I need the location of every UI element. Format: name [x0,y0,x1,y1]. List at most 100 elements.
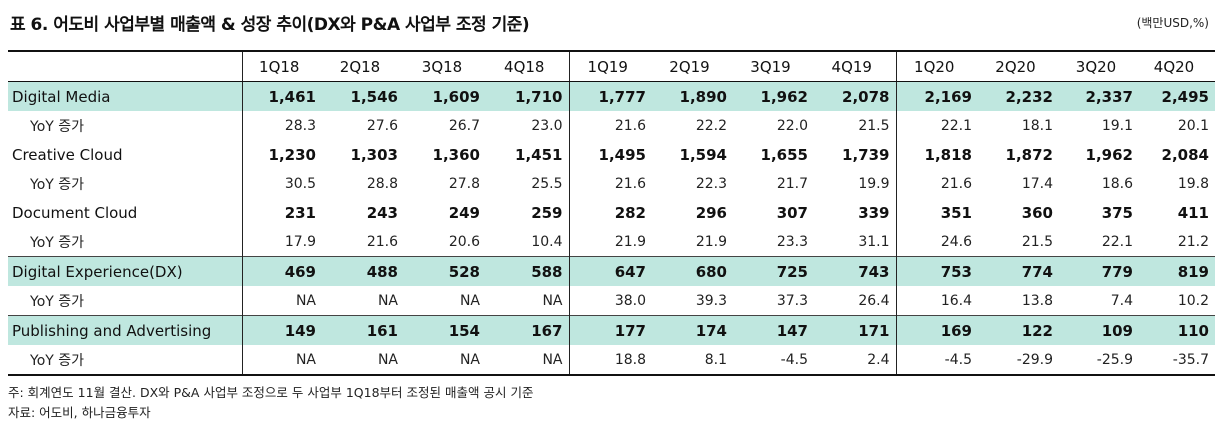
note-fiscal: 주: 회계연도 11월 결산. DX와 P&A 사업부 조정으로 두 사업부 1… [8,385,534,400]
value-cell: -4.5 [733,345,814,376]
value-cell: 109 [1059,315,1139,345]
value-cell: 16.4 [895,286,978,316]
row-label: Digital Media [8,81,243,111]
value-cell: NA [295,292,316,309]
value-cell: 21.5 [1021,233,1053,250]
value-cell: 1,710 [486,81,569,111]
value-cell: 39.3 [695,292,727,309]
value-cell: NA [404,345,486,376]
value-cell: 296 [695,203,727,222]
value-cell: 1,495 [568,140,652,169]
value-cell: 2,169 [895,81,978,111]
value-cell: 18.8 [568,345,652,376]
value-cell: 147 [733,315,814,345]
segment-row: Publishing and Advertising 149 161 154 167 17… [8,315,1215,345]
value-cell: NA [459,292,480,309]
value-cell: 167 [486,315,569,345]
yoy-row: YoY 증가 30.5 28.8 27.8 25.5 21.6 22.3 21.7 19.9 21… [8,169,1215,198]
value-cell: 1,818 [895,140,978,169]
value-cell: 1,872 [1005,145,1053,164]
value-cell: 13.8 [1021,292,1053,309]
value-cell: 588 [486,256,569,286]
value-cell: 774 [978,256,1059,286]
segment-row: Creative Cloud 1,230 1,303 1,360 1,451 1,495 1… [8,140,1215,169]
value-cell: 21.6 [568,169,652,198]
value-cell: 1,461 [242,81,322,111]
value-cell: 743 [814,256,896,286]
col-header: 3Q20 [1059,50,1139,82]
revenue-table: 1Q18 2Q18 3Q18 4Q18 1Q19 2Q19 3Q19 4Q19 … [8,50,1215,376]
col-header: 2Q19 [652,50,733,82]
value-cell: 149 [242,315,322,345]
value-cell: 154 [404,315,486,345]
row-label: YoY 증가 [8,345,243,376]
value-cell: -29.9 [978,345,1059,376]
row-label: Document Cloud [8,198,243,227]
value-cell: 779 [1059,256,1139,286]
row-label: Creative Cloud [8,140,243,169]
col-header: 1Q20 [895,50,978,82]
yoy-row: YoY 증가 NA NA NA NA 38.0 39.3 37.3 26.4 16.4 13.8 7.… [8,286,1215,316]
note-source: 자료: 어도비, 하나금융투자 [8,405,151,420]
value-cell: 26.7 [448,117,480,134]
value-cell: 528 [404,256,486,286]
value-cell: NA [322,345,404,376]
unit-label: (백만USD,%) [1136,16,1209,30]
value-cell: 21.6 [895,169,978,198]
col-header: 4Q19 [814,50,896,82]
value-cell: 1,890 [652,81,733,111]
value-cell: 28.8 [366,175,398,192]
value-cell: 2.4 [814,345,896,376]
value-cell: 25.5 [531,175,563,192]
value-cell: 307 [776,203,808,222]
value-cell: 171 [814,315,896,345]
value-cell: 1,655 [760,145,808,164]
value-cell: 469 [242,256,322,286]
value-cell: 30.5 [284,175,316,192]
value-cell: 20.1 [1177,117,1209,134]
yoy-row: YoY 증가 NA NA NA NA 18.8 8.1 -4.5 2.4 -4.5 -29.9 -25… [8,345,1215,376]
value-cell: 7.4 [1110,292,1133,309]
row-label: YoY 증가 [8,286,243,316]
row-label: YoY 증가 [8,227,243,257]
row-label: YoY 증가 [8,111,243,140]
row-label: Publishing and Advertising [8,315,243,345]
value-cell: 28.3 [284,117,316,134]
value-cell: 31.1 [858,233,890,250]
value-cell: 22.0 [776,117,808,134]
value-cell: 122 [978,315,1059,345]
value-cell: 411 [1177,203,1209,222]
value-cell: 1,451 [515,145,563,164]
value-cell: 18.1 [1021,117,1053,134]
segment-row: Digital Media 1,461 1,546 1,609 1,710 1,777 1,… [8,81,1215,111]
value-cell: -4.5 [895,345,978,376]
value-cell: 10.2 [1177,292,1209,309]
value-cell: 22.1 [1101,233,1133,250]
value-cell: 753 [895,256,978,286]
value-cell: 19.8 [1177,175,1209,192]
value-cell: 1,594 [679,145,727,164]
value-cell: 351 [895,198,978,227]
value-cell: 360 [1021,203,1053,222]
row-label: YoY 증가 [8,169,243,198]
value-cell: 10.4 [531,233,563,250]
value-cell: 22.3 [695,175,727,192]
yoy-row: YoY 증가 28.3 27.6 26.7 23.0 21.6 22.2 22.0 21.5 22… [8,111,1215,140]
value-cell: 819 [1139,256,1215,286]
value-cell: 1,962 [733,81,814,111]
value-cell: 174 [652,315,733,345]
footnotes: 주: 회계연도 11월 결산. DX와 P&A 사업부 조정으로 두 사업부 1… [8,383,533,423]
value-cell: 488 [322,256,404,286]
value-cell: 21.7 [776,175,808,192]
value-cell: 282 [568,198,652,227]
header-row: 1Q18 2Q18 3Q18 4Q18 1Q19 2Q19 3Q19 4Q19 … [8,50,1215,82]
value-cell: 1,962 [1085,145,1133,164]
value-cell: 249 [448,203,480,222]
value-cell: 161 [322,315,404,345]
value-cell: 27.8 [448,175,480,192]
value-cell: 169 [895,315,978,345]
value-cell: 1,360 [432,145,480,164]
segment-row: Digital Experience(DX) 469 488 528 588 647 680… [8,256,1215,286]
value-cell: NA [486,345,569,376]
value-cell: 21.2 [1177,233,1209,250]
